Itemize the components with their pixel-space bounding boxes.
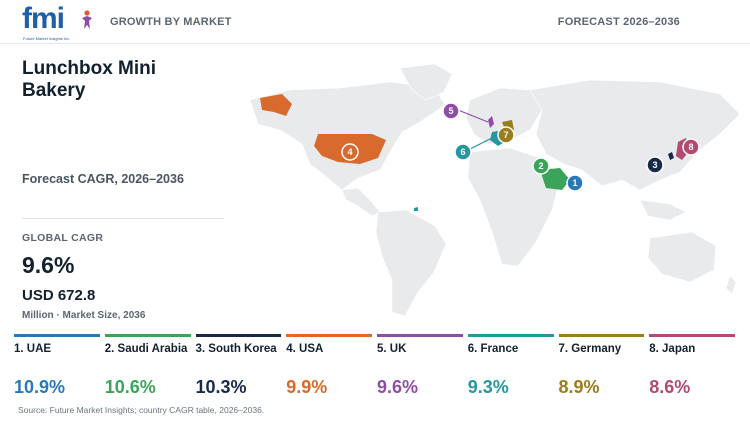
land-central-america (341, 187, 381, 217)
country-color-bar (558, 334, 645, 337)
svg-text:2: 2 (538, 161, 543, 171)
svg-text:5: 5 (448, 106, 453, 116)
marker-4-usa: 4 (341, 143, 359, 161)
country-name: 6. France (467, 343, 519, 355)
svg-text:8: 8 (688, 142, 693, 152)
country-cagr-value: 8.6% (649, 377, 691, 397)
marker-5-uk: 5 (442, 102, 460, 120)
svg-text:4: 4 (347, 147, 352, 157)
country-card-saudi-arabia[interactable]: 2. Saudi Arabia 10.6% (103, 334, 194, 404)
source-note: Source: Future Market Insights; country … (18, 405, 265, 415)
country-name: 4. USA (286, 343, 324, 355)
country-cagr-row: 1. UAE 10.9% 2. Saudi Arabia 10.6% 3. So… (12, 334, 738, 404)
page-title: Lunchbox Mini Bakery (22, 58, 157, 101)
country-card-france[interactable]: 6. France 9.3% (466, 334, 557, 404)
country-cagr-value: 8.9% (558, 377, 600, 397)
country-color-bar (286, 334, 372, 337)
fmi-logo[interactable]: fmi Future Market Insights Inc. (22, 2, 92, 42)
land-se-asia (639, 199, 687, 221)
marker-8-japan: 8 (682, 138, 700, 156)
country-alaska-usa (260, 94, 292, 116)
country-uk (488, 116, 494, 128)
country-cagr-value: 10.3% (195, 377, 247, 397)
country-card-uae[interactable]: 1. UAE 10.9% (12, 334, 103, 404)
country-name: 5. UK (377, 343, 407, 355)
country-cagr-value: 9.3% (467, 377, 509, 397)
global-cagr-value: 9.6% (22, 252, 75, 278)
header-forecast-label: FORECAST 2026–2036 (557, 16, 680, 28)
country-cagr-value: 9.9% (286, 377, 328, 397)
global-cagr-label: GLOBAL CAGR (22, 232, 104, 244)
country-name: 7. Germany (558, 343, 622, 355)
country-color-bar (467, 334, 554, 337)
country-caribbean (414, 207, 418, 211)
country-name: 1. UAE (14, 343, 52, 355)
country-card-japan[interactable]: 8. Japan 8.6% (647, 334, 738, 404)
country-color-bar (104, 334, 191, 337)
marker-7-germany: 7 (497, 126, 515, 144)
logo-letters: fmi (22, 2, 65, 35)
marker-3-south-korea: 3 (646, 156, 664, 174)
leader-uk (457, 109, 489, 123)
world-map: 1 2 3 4 5 6 7 8 (249, 63, 741, 317)
land-asia (529, 79, 741, 191)
land-australia (647, 231, 717, 283)
country-color-bar (377, 334, 463, 337)
svg-text:6: 6 (460, 147, 465, 157)
country-color-bar (649, 334, 735, 337)
country-cagr-value: 9.6% (377, 377, 419, 397)
country-cagr-value: 10.9% (14, 377, 66, 397)
country-south-korea (668, 152, 674, 160)
country-color-bar (14, 334, 100, 337)
marker-1-uae: 1 (566, 174, 584, 192)
market-size-value: USD 672.8 (22, 287, 96, 304)
svg-text:3: 3 (652, 160, 657, 170)
country-name: 3. South Korea (195, 343, 277, 355)
country-cagr-value: 10.6% (104, 377, 156, 397)
country-card-germany[interactable]: 7. Germany 8.9% (557, 334, 648, 404)
country-card-south-korea[interactable]: 3. South Korea 10.3% (194, 334, 285, 404)
land-greenland (399, 63, 453, 101)
market-size-caption: Million · Market Size, 2036 (22, 310, 146, 321)
land-new-zealand (725, 275, 737, 295)
country-saudi-arabia (540, 168, 570, 190)
forecast-subtitle: Forecast CAGR, 2026–2036 (22, 172, 184, 186)
marker-6-france: 6 (454, 143, 472, 161)
country-card-usa[interactable]: 4. USA 9.9% (284, 334, 375, 404)
country-name: 2. Saudi Arabia (104, 343, 188, 355)
header-section-label: GROWTH BY MARKET (110, 16, 232, 28)
logo-figure-icon (82, 10, 92, 29)
svg-text:1: 1 (572, 178, 577, 188)
header-bar: fmi Future Market Insights Inc. GROWTH B… (0, 0, 750, 44)
svg-text:7: 7 (503, 130, 508, 140)
land-south-america (375, 209, 447, 317)
marker-2-saudi-arabia: 2 (532, 157, 550, 175)
country-card-uk[interactable]: 5. UK 9.6% (375, 334, 466, 404)
logo-tagline: Future Market Insights Inc. (23, 36, 71, 41)
country-color-bar (195, 334, 282, 337)
panel-divider (22, 218, 224, 219)
land-europe (465, 87, 543, 145)
country-name: 8. Japan (649, 343, 696, 355)
